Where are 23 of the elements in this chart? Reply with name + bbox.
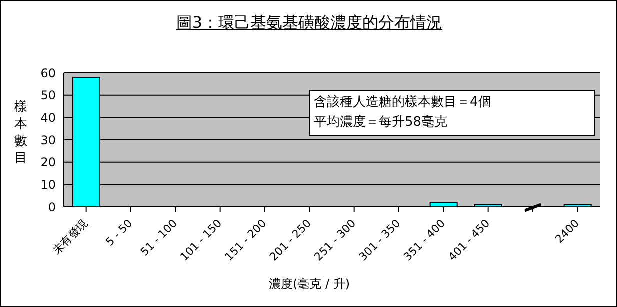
y-tick-label: 0 xyxy=(48,200,56,214)
y-tick-label: 50 xyxy=(40,88,56,103)
x-tick-label: 未有發現 xyxy=(50,217,91,258)
x-tick-label: 5 - 50 xyxy=(103,217,136,249)
y-tick-label: 20 xyxy=(40,156,56,170)
chart-title: 圖3：環己基氨基磺酸濃度的分布情況 xyxy=(175,13,444,34)
x-tick-label: 301 - 350 xyxy=(356,217,404,264)
x-tick-label: 401 - 450 xyxy=(446,217,493,264)
x-axis-title: 濃度(毫克 / 升) xyxy=(268,276,352,293)
annotation: 含該種人造糖的樣本數目＝4個 xyxy=(314,94,492,112)
y-axis-title: 樣本數目 xyxy=(14,99,28,167)
y-tick-label: 40 xyxy=(40,110,56,125)
x-tick-label: 51 - 100 xyxy=(138,217,180,259)
annotation: 平均濃度＝每升58毫克 xyxy=(314,114,449,132)
note-box: 含該種人造糖的樣本數目＝4個 平均濃度＝每升58毫克 xyxy=(309,90,595,136)
x-tick-label: 351 - 400 xyxy=(401,217,448,264)
x-tick-label: 201 - 250 xyxy=(267,217,314,264)
x-tick-label: 101 - 150 xyxy=(178,217,225,264)
y-tick-label: 10 xyxy=(40,178,56,192)
y-tick-label: 30 xyxy=(40,133,56,148)
x-tick-label: 251 - 300 xyxy=(312,217,359,264)
y-tick-label: 60 xyxy=(40,66,56,80)
x-tick-label: 151 - 200 xyxy=(222,217,270,264)
